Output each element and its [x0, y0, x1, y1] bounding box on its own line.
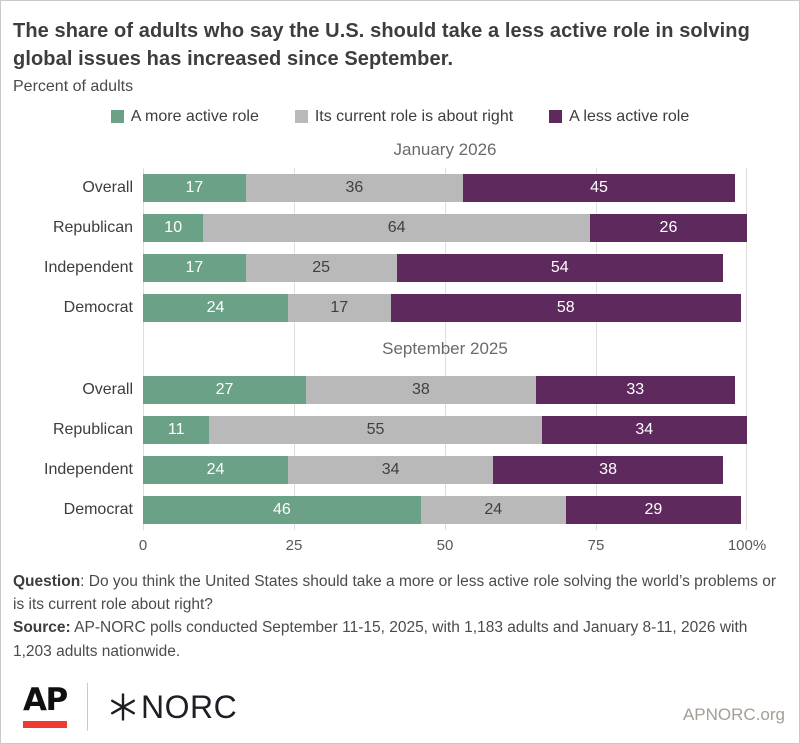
bar-row-republican: Republican 11 55 34 — [53, 410, 747, 450]
legend-swatch-icon — [549, 110, 563, 124]
x-axis: 0 25 50 75 100% — [139, 534, 766, 560]
legend-label: A more active role — [130, 107, 259, 125]
category-label: Independent — [44, 258, 133, 276]
source-note: Source: AP-NORC polls conducted Septembe… — [13, 616, 787, 663]
stacked-bar: 46 24 29 — [143, 495, 747, 524]
stacked-bar-chart: Overall 17 36 45 Republican 10 64 26 Independent… — [44, 167, 747, 530]
chart-notes: Question: Do you think the United States… — [13, 570, 787, 663]
legend-swatch-icon — [294, 110, 308, 124]
axis-tick-label: 25 — [285, 536, 303, 554]
question-label: Question — [13, 572, 81, 590]
bar-row-republican: Republican 10 64 26 — [53, 208, 747, 248]
bar-segment: 24 — [143, 293, 288, 322]
group-title-september: September 2025 — [382, 338, 508, 358]
bar-segment: 26 — [589, 213, 747, 242]
norc-star-icon — [110, 693, 135, 721]
question-text: : Do you think the United States should … — [13, 572, 777, 614]
footer: AP NORC APNORC.org — [23, 683, 785, 731]
bar-segment: 11 — [143, 415, 210, 444]
bar-segment: 17 — [143, 253, 246, 282]
stacked-bar: 17 25 54 — [143, 253, 747, 282]
category-label: Republican — [52, 420, 133, 438]
source-label: Source: — [13, 619, 71, 637]
bar-row-democrat: Democrat 24 17 58 — [64, 288, 747, 328]
ap-red-bar — [23, 720, 67, 728]
bar-segment: 34 — [541, 415, 747, 444]
bar-segment: 36 — [245, 173, 464, 202]
bar-row-independent: Independent 17 25 54 — [44, 248, 747, 288]
bar-segment: 46 — [143, 495, 421, 524]
source-text: AP-NORC polls conducted September 11-15,… — [13, 619, 748, 660]
ap-logo-text: AP — [23, 682, 68, 719]
page-title: The share of adults who say the U.S. sho… — [13, 20, 750, 71]
legend-item: Its current role is about right — [294, 107, 514, 126]
axis-tick-label: 75 — [587, 536, 605, 554]
category-label: Overall — [82, 178, 133, 196]
legend-label: A less active role — [569, 107, 690, 125]
bar-segment: 17 — [143, 173, 246, 202]
grid-line — [143, 167, 144, 530]
bar-segment: 25 — [245, 253, 397, 282]
stacked-bar: 11 55 34 — [143, 415, 747, 444]
chart-subtitle: Percent of adults — [13, 77, 134, 95]
legend-item: A less active role — [549, 108, 689, 126]
bar-segment: 34 — [287, 455, 494, 484]
axis-tick-label: 50 — [436, 536, 454, 554]
question-note: Question: Do you think the United States… — [13, 570, 787, 617]
legend-item: A more active role — [110, 107, 259, 126]
brand-logos: AP NORC — [23, 683, 237, 731]
logo-divider — [87, 683, 88, 731]
stacked-bar: 17 36 45 — [143, 173, 747, 202]
bar-segment: 38 — [493, 455, 723, 484]
bar-segment: 29 — [565, 495, 741, 524]
bar-segment: 27 — [143, 375, 307, 404]
bar-row-independent: Independent 24 34 38 — [44, 450, 747, 490]
bar-segment: 17 — [287, 293, 391, 322]
stacked-bar: 10 64 26 — [143, 213, 747, 242]
chart-legend: A more active role Its current role is ab… — [13, 108, 787, 126]
bar-row-overall: Overall 27 38 33 — [82, 370, 747, 410]
category-label: Democrat — [63, 298, 133, 316]
axis-tick-label: 0 — [138, 536, 148, 554]
bar-segment: 38 — [306, 375, 536, 404]
norc-logo: NORC — [108, 689, 237, 726]
category-label: Republican — [52, 218, 133, 236]
bar-segment: 24 — [420, 495, 566, 524]
group-title-january: January 2026 — [393, 139, 497, 159]
category-label: Independent — [44, 460, 133, 478]
bar-segment: 64 — [203, 213, 590, 242]
grid-line — [596, 167, 597, 530]
bar-segment: 24 — [143, 455, 288, 484]
bar-row-overall: Overall 17 36 45 — [82, 168, 747, 208]
axis-tick-label: 100% — [727, 536, 767, 554]
norc-logo-text: NORC — [141, 688, 238, 725]
legend-swatch-icon — [110, 110, 124, 124]
bar-segment: 55 — [209, 415, 542, 444]
grid-line — [746, 167, 747, 530]
grid-line — [445, 167, 446, 530]
bar-segment: 45 — [463, 173, 735, 202]
legend-label: Its current role is about right — [314, 107, 514, 125]
bar-segment: 10 — [143, 213, 204, 242]
category-label: Democrat — [63, 500, 133, 518]
bar-segment: 33 — [535, 375, 735, 404]
stacked-bar: 27 38 33 — [143, 375, 747, 404]
ap-logo: AP — [23, 682, 68, 728]
bar-row-democrat: Democrat 46 24 29 — [64, 490, 747, 530]
stacked-bar: 24 17 58 — [143, 293, 747, 322]
gridlines — [143, 167, 747, 530]
stacked-bar: 24 34 38 — [143, 455, 747, 484]
category-label: Overall — [82, 380, 133, 398]
bar-segment: 58 — [390, 293, 741, 322]
apnorc-org-link[interactable]: APNORC.org — [682, 705, 785, 724]
bar-segment: 54 — [396, 253, 723, 282]
grid-line — [294, 167, 295, 530]
